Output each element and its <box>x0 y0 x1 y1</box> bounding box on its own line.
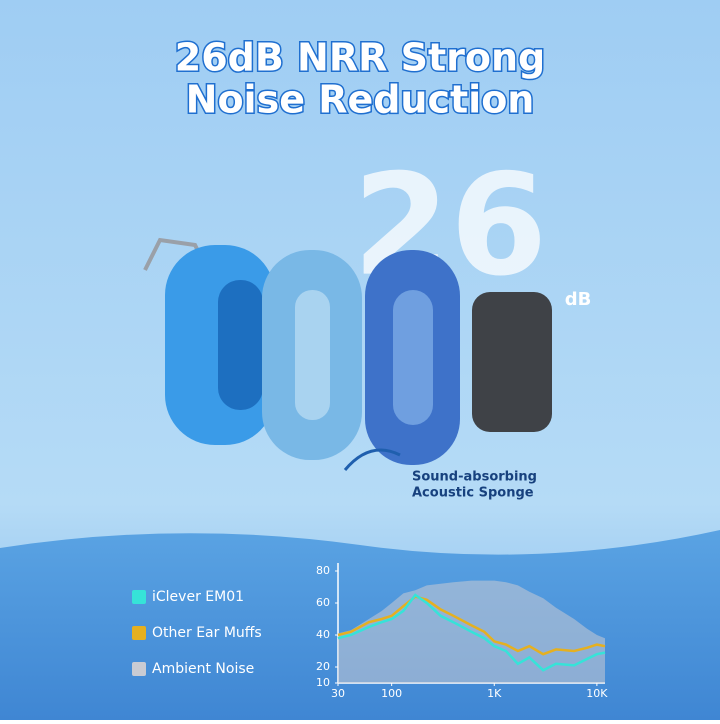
legend-swatch <box>132 662 146 676</box>
y-tick-label: 80 <box>316 564 330 577</box>
y-tick-label: 60 <box>316 596 330 609</box>
line <box>337 593 606 672</box>
caption: Sound-absorbing <box>412 470 537 485</box>
legend-label: Ambient Noise <box>152 661 254 677</box>
x-tick-label: 10K <box>586 687 608 700</box>
x-tick-label: 100 <box>381 687 402 700</box>
title: Noise Reduction <box>186 78 535 122</box>
legend-label: Other Ear Muffs <box>152 625 262 641</box>
y-tick-label: 10 <box>316 676 330 689</box>
y-tick-label: 40 <box>316 628 330 641</box>
title: 26dB NRR Strong <box>175 36 545 80</box>
line <box>337 595 606 656</box>
badge-unit: dB <box>565 289 592 310</box>
legend-label: iClever EM01 <box>152 589 244 605</box>
product <box>143 237 552 471</box>
legend-swatch <box>132 590 146 604</box>
chart: 10 20 40 60 80 30 100 1K 10K iClever EM01 Other Ea… <box>132 563 608 700</box>
x-tick-label: 1K <box>487 687 502 700</box>
caption: Acoustic Sponge <box>412 486 534 501</box>
x-tick-label: 30 <box>331 687 345 700</box>
y-tick-label: 20 <box>316 660 330 673</box>
legend-swatch <box>132 626 146 640</box>
